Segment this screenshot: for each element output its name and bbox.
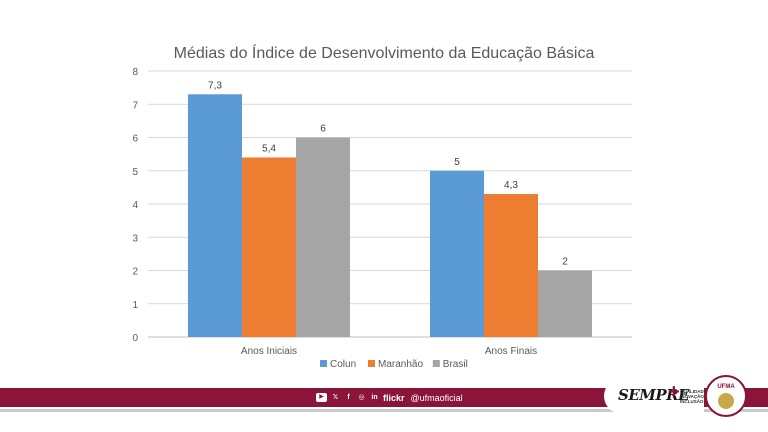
legend: Colun Maranhão Brasil <box>320 359 468 370</box>
legend-swatch <box>432 360 440 367</box>
x-axis-labels: Anos Iniciais Anos Finais <box>241 346 537 357</box>
legend-label: Maranhão <box>378 359 423 370</box>
data-label: 4,3 <box>504 180 518 191</box>
y-tick-label: 5 <box>132 167 138 178</box>
data-label: 7,3 <box>208 80 222 91</box>
chart-title: Médias do Índice de Desenvolvimento da E… <box>174 43 595 62</box>
y-tick-label: 4 <box>132 200 138 211</box>
legend-swatch <box>368 360 375 367</box>
bar-brasil <box>296 137 350 337</box>
data-label: 5 <box>454 157 460 168</box>
legend-label: Colun <box>330 359 356 370</box>
facebook-icon[interactable]: f <box>347 394 350 401</box>
tagline: QUALIDADE INOVAÇÃO INCLUSÃO <box>680 389 707 404</box>
y-tick-label: 0 <box>132 333 138 344</box>
tagline-line-2: INOVAÇÃO <box>680 394 704 399</box>
legend-label: Brasil <box>443 359 468 370</box>
data-label: 5,4 <box>262 143 276 154</box>
social-handle[interactable]: @ufmaoficial <box>410 392 463 403</box>
x-category-label: Anos Finais <box>485 346 537 357</box>
data-label: 2 <box>562 257 568 268</box>
youtube-icon[interactable]: ▶ <box>316 393 327 402</box>
tagline-line-3: INCLUSÃO <box>680 399 704 404</box>
instagram-icon[interactable]: ◎ <box>358 394 365 401</box>
bars <box>188 94 592 338</box>
bar-maranhão <box>242 157 296 337</box>
bar-maranhão <box>484 194 538 337</box>
data-label: 6 <box>320 124 326 135</box>
legend-swatch <box>320 360 327 367</box>
y-tick-label: 8 <box>132 67 138 78</box>
seal-emblem-icon <box>718 393 734 409</box>
y-tick-label: 7 <box>132 100 138 111</box>
tagline-line-1: QUALIDADE <box>680 389 707 394</box>
ufma-seal-logo: UFMA <box>705 375 747 417</box>
y-tick-label: 1 <box>132 300 138 311</box>
chart: Médias do Índice de Desenvolvimento da E… <box>132 43 632 370</box>
y-tick-label: 6 <box>132 134 138 145</box>
slogan-text: SEMPRE <box>618 386 690 404</box>
y-axis-ticks: 0 1 2 3 4 5 6 7 8 <box>132 67 138 344</box>
y-tick-label: 3 <box>132 233 138 244</box>
bar-brasil <box>538 270 592 337</box>
linkedin-icon[interactable]: in <box>371 394 378 401</box>
bar-colun <box>188 94 242 338</box>
footer-divider <box>0 409 768 412</box>
y-tick-label: 2 <box>132 267 138 278</box>
footer-red-bar <box>0 388 768 407</box>
x-icon[interactable]: 𝕏 <box>332 394 339 401</box>
bar-colun <box>430 170 484 337</box>
plus-icon: + <box>668 381 680 403</box>
data-labels: 7,3 5,4 6 5 4,3 2 <box>208 80 568 267</box>
seal-label: UFMA <box>717 384 735 390</box>
flickr-link[interactable]: flickr <box>383 392 405 403</box>
x-category-label: Anos Iniciais <box>241 346 297 357</box>
slogan-background <box>604 378 704 414</box>
social-links: ▶ 𝕏 f ◎ in flickr @ufmaoficial <box>316 390 463 405</box>
